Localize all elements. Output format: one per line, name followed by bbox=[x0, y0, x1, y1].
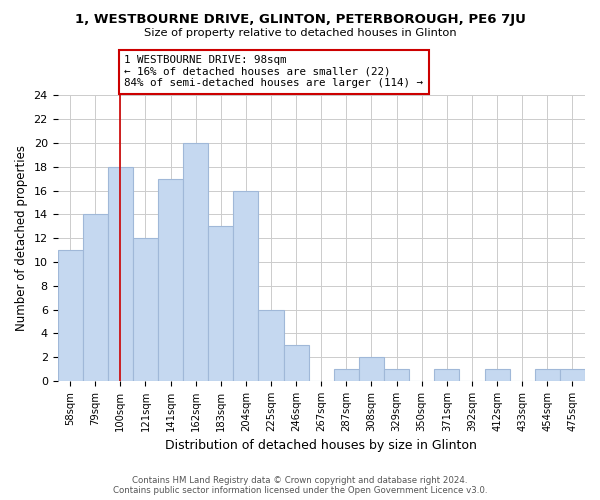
Bar bbox=[133, 238, 158, 381]
Bar bbox=[560, 369, 585, 381]
Bar bbox=[83, 214, 108, 381]
Bar bbox=[259, 310, 284, 381]
Bar bbox=[233, 190, 259, 381]
Bar bbox=[158, 178, 183, 381]
Text: Contains HM Land Registry data © Crown copyright and database right 2024.
Contai: Contains HM Land Registry data © Crown c… bbox=[113, 476, 487, 495]
Bar bbox=[208, 226, 233, 381]
Bar bbox=[284, 346, 309, 381]
Bar bbox=[434, 369, 460, 381]
Bar bbox=[535, 369, 560, 381]
Text: 1, WESTBOURNE DRIVE, GLINTON, PETERBOROUGH, PE6 7JU: 1, WESTBOURNE DRIVE, GLINTON, PETERBOROU… bbox=[74, 12, 526, 26]
Bar bbox=[108, 167, 133, 381]
Bar bbox=[384, 369, 409, 381]
Bar bbox=[58, 250, 83, 381]
Text: Size of property relative to detached houses in Glinton: Size of property relative to detached ho… bbox=[143, 28, 457, 38]
Bar bbox=[334, 369, 359, 381]
Bar bbox=[183, 143, 208, 381]
Bar bbox=[359, 358, 384, 381]
X-axis label: Distribution of detached houses by size in Glinton: Distribution of detached houses by size … bbox=[166, 440, 477, 452]
Bar bbox=[485, 369, 509, 381]
Text: 1 WESTBOURNE DRIVE: 98sqm
← 16% of detached houses are smaller (22)
84% of semi-: 1 WESTBOURNE DRIVE: 98sqm ← 16% of detac… bbox=[124, 55, 423, 88]
Y-axis label: Number of detached properties: Number of detached properties bbox=[15, 145, 28, 331]
